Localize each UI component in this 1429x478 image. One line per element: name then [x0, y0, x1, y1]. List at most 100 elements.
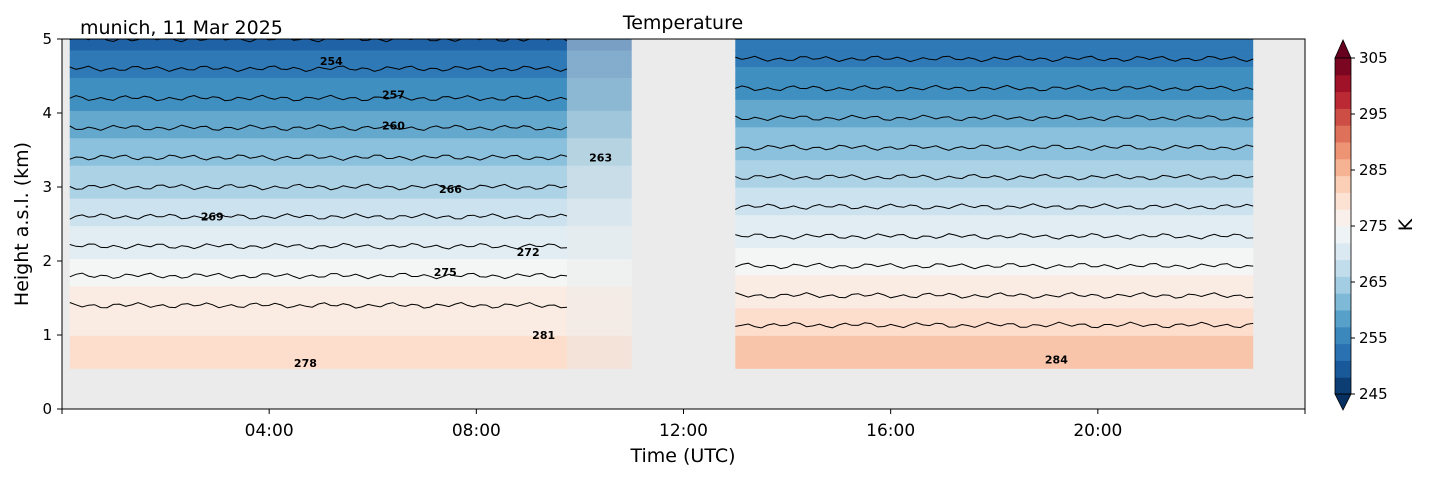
temperature-band [69, 258, 567, 265]
temperature-band [566, 126, 632, 133]
temperature-band [566, 192, 632, 199]
data-segment [69, 39, 567, 369]
temperature-band [735, 165, 1254, 172]
temperature-band [566, 198, 632, 205]
temperature-band [735, 209, 1254, 216]
temperature-band [69, 296, 567, 303]
temperature-band [69, 280, 567, 287]
temperature-band [735, 66, 1254, 73]
temperature-band [566, 60, 632, 67]
colorbar-label: K [1395, 218, 1417, 231]
temperature-band [69, 236, 567, 243]
temperature-band [69, 198, 567, 205]
colorbar-max-arrow [1334, 39, 1352, 59]
contour-label: 257 [382, 89, 405, 102]
temperature-band [69, 187, 567, 194]
temperature-band [69, 44, 567, 51]
temperature-band [566, 346, 632, 353]
temperature-band [566, 253, 632, 260]
temperature-band [69, 126, 567, 133]
temperature-band [69, 121, 567, 128]
temperature-band [69, 148, 567, 155]
chart-title: Temperature [622, 12, 743, 34]
temperature-band [735, 269, 1254, 276]
x-axis-label: Time (UTC) [629, 445, 735, 467]
contour-line [69, 183, 568, 191]
temperature-band [69, 115, 567, 122]
temperature-band [69, 329, 567, 336]
x-tick-label: 08:00 [452, 421, 501, 441]
contour-line [69, 94, 568, 102]
temperature-band [735, 93, 1254, 100]
colorbar-band [1335, 58, 1351, 76]
temperature-band [69, 313, 567, 320]
temperature-band [566, 209, 632, 216]
y-axis-label: Height a.s.l. (km) [11, 142, 33, 306]
temperature-band [69, 110, 567, 117]
temperature-band [566, 159, 632, 166]
temperature-band [69, 351, 567, 358]
temperature-band [566, 264, 632, 271]
temperature-band [69, 302, 567, 309]
temperature-band [735, 258, 1254, 265]
temperature-band [566, 115, 632, 122]
temperature-band [735, 49, 1254, 56]
temperature-band [69, 104, 567, 111]
colorbar-tick-label: 305 [1359, 49, 1388, 67]
temperature-band [566, 258, 632, 265]
contour-line [735, 203, 1254, 210]
contour-line [735, 55, 1254, 63]
temperature-band [735, 137, 1254, 144]
temperature-band [735, 214, 1254, 221]
temperature-band [69, 264, 567, 271]
temperature-band [735, 154, 1254, 161]
temperature-band [566, 44, 632, 51]
temperature-band [735, 225, 1254, 232]
temperature-band [566, 143, 632, 150]
temperature-band [735, 313, 1254, 320]
colorbar-band [1335, 293, 1351, 311]
temperature-band [566, 176, 632, 183]
temperature-band [566, 71, 632, 78]
colorbar-band [1335, 108, 1351, 126]
temperature-band [69, 49, 567, 56]
temperature-band [69, 324, 567, 331]
colorbar-band [1335, 242, 1351, 261]
temperature-band [69, 77, 567, 84]
temperature-band [69, 214, 567, 221]
temperature-band [566, 55, 632, 62]
data-segment [566, 39, 632, 369]
temperature-band [69, 159, 567, 166]
temperature-band [735, 236, 1254, 243]
contour-line [69, 39, 568, 43]
temperature-band [566, 132, 632, 139]
temperature-band [735, 335, 1254, 342]
temperature-band [566, 214, 632, 221]
temperature-band [566, 66, 632, 73]
temperature-band [69, 335, 567, 342]
contour-label: 278 [294, 357, 317, 370]
x-tick-label: 20:00 [1073, 421, 1122, 441]
contour-label: 260 [382, 120, 405, 133]
temperature-band [735, 231, 1254, 238]
temperature-band [735, 318, 1254, 325]
contour-label: 284 [1045, 353, 1068, 366]
temperature-band [566, 362, 632, 369]
temperature-band [566, 82, 632, 89]
temperature-band [566, 165, 632, 172]
temperature-band [566, 313, 632, 320]
temperature-band [735, 253, 1254, 260]
temperature-band [566, 49, 632, 56]
temperature-band [69, 220, 567, 227]
temperature-band [69, 357, 567, 364]
temperature-band [69, 209, 567, 216]
temperature-band [735, 99, 1254, 106]
contour-line [69, 213, 568, 220]
temperature-band [735, 220, 1254, 227]
temperature-band [69, 93, 567, 100]
temperature-band [69, 143, 567, 150]
temperature-band [566, 285, 632, 292]
y-tick-label: 5 [42, 30, 52, 48]
temperature-band [69, 307, 567, 314]
colorbar-band [1335, 310, 1351, 328]
